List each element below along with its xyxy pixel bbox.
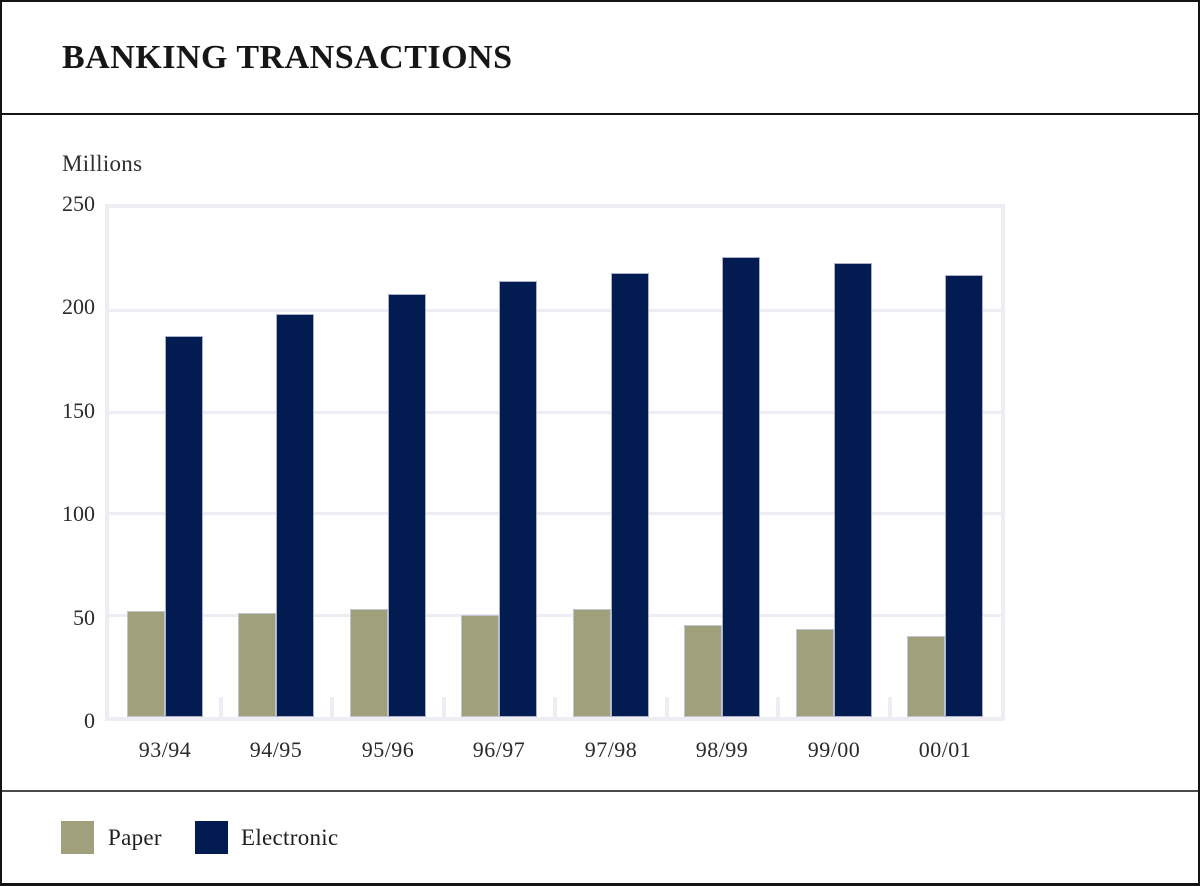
gridline-200 [109,309,1001,312]
chart-title: BANKING TRANSACTIONS [62,38,513,76]
bar-electronic-93-94 [165,336,203,717]
bar-paper-96-97 [461,615,499,717]
y-axis-label-50: 50 [73,605,95,630]
category-boundary-tick [888,697,892,717]
bar-electronic-94-95 [276,314,314,717]
bar-electronic-99-00 [834,263,872,717]
bar-paper-95-96 [350,609,388,717]
x-axis-label-99-00: 99/00 [807,737,861,762]
title-bar: BANKING TRANSACTIONS [2,2,1198,115]
bar-paper-99-00 [796,629,834,717]
legend-swatch-paper [61,821,94,854]
category-boundary-tick [330,697,334,717]
bar-paper-94-95 [238,613,276,717]
bar-paper-98-99 [684,625,722,717]
y-axis-units-label: Millions [62,151,143,176]
x-axis-label-96-97: 96/97 [472,737,526,762]
bar-electronic-96-97 [499,281,537,717]
legend-label-paper: Paper [108,825,162,850]
category-boundary-tick [776,697,780,717]
category-boundary-tick [219,697,223,717]
y-axis-label-250: 250 [62,191,95,216]
plot-area [105,204,1005,721]
legend-swatch-electronic [195,821,228,854]
x-axis-label-97-98: 97/98 [584,737,638,762]
legend-label-electronic: Electronic [241,825,339,850]
bar-electronic-97-98 [611,273,649,717]
bar-paper-93-94 [127,611,165,717]
x-axis-label-00-01: 00/01 [918,737,972,762]
x-axis-label-98-99: 98/99 [695,737,749,762]
bar-electronic-00-01 [945,275,983,717]
y-axis-label-100: 100 [62,501,95,526]
gridline-50 [109,614,1001,617]
gridline-100 [109,512,1001,515]
legend: Paper Electronic [2,790,1198,883]
y-axis-label-200: 200 [62,294,95,319]
gridline-150 [109,411,1001,414]
x-axis-label-93-94: 93/94 [138,737,192,762]
category-boundary-tick [665,697,669,717]
y-axis-label-150: 150 [62,398,95,423]
bar-paper-97-98 [573,609,611,717]
bar-electronic-98-99 [722,257,760,717]
category-boundary-tick [442,697,446,717]
chart-region: Millions 0 50 100 150 200 250 93/94 94/95 95/96 9… [2,115,1198,793]
x-axis-label-94-95: 94/95 [249,737,303,762]
y-axis-label-0: 0 [84,708,95,733]
category-boundary-tick [553,697,557,717]
bar-electronic-95-96 [388,294,426,717]
bar-paper-00-01 [907,636,945,717]
x-axis-label-95-96: 95/96 [361,737,415,762]
